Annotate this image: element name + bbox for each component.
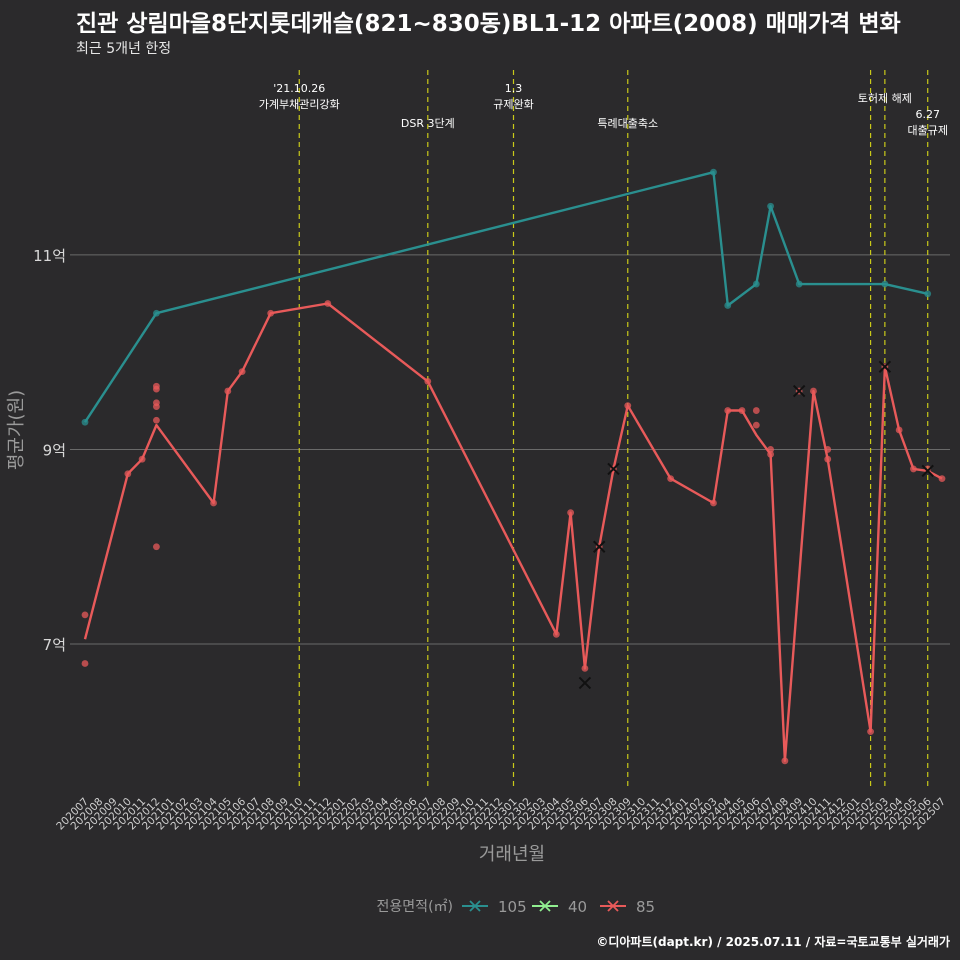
data-point-105: [153, 309, 160, 317]
data-point-85: [581, 664, 589, 672]
legend-title: 전용면적(㎡): [377, 899, 453, 915]
event-label: 특례대출축소: [597, 117, 658, 130]
chart-title: 진관 상림마을8단지롯데캐슬(821~830동)BL1-12 아파트(2008)…: [76, 11, 901, 37]
data-point-85: [552, 630, 560, 638]
data-point-85: [624, 402, 632, 410]
data-point-85: [867, 728, 874, 736]
event-label: 가계부채관리강화: [259, 98, 340, 111]
event-label: '21.10.26: [273, 82, 325, 95]
legend: 전용면적(㎡) 105 40 85: [377, 898, 656, 916]
event-label: 1.3: [505, 82, 523, 95]
cross-marker-85: [878, 360, 892, 373]
cross-marker-85: [578, 676, 592, 690]
data-point-85: [752, 421, 760, 429]
data-point-105: [710, 168, 717, 176]
legend-swatch-cross: [469, 900, 481, 912]
x-axis-label: 거래년월: [479, 844, 545, 865]
x-axis: 2020072020082020092020102020112020122021…: [54, 795, 948, 832]
data-point-85: [724, 407, 732, 414]
data-point-85: [810, 387, 817, 395]
data-point-85: [138, 455, 146, 463]
cross-marker-85: [592, 540, 606, 553]
data-point-85: [938, 475, 946, 483]
event-label: 규제완화: [493, 98, 533, 111]
event-label: 대출규제: [907, 124, 947, 137]
source-caption: ©디아파트(dapt.kr) / 2025.07.11 / 자료=국토교통부 실…: [596, 935, 950, 949]
chart-subtitle: 최근 5개년 한정: [76, 41, 172, 57]
y-tick-label: 11억: [33, 247, 66, 265]
data-point-105: [881, 280, 889, 288]
data-point-85: [153, 385, 160, 393]
cross-marker-85: [607, 462, 620, 476]
event-label: DSR 3단계: [401, 117, 455, 130]
data-point-85: [238, 368, 246, 376]
data-point-105: [924, 290, 932, 298]
cross-marker-85: [921, 464, 934, 478]
legend-entry-label: 85: [636, 898, 655, 916]
data-point-85: [895, 426, 903, 434]
event-label: 토허제 해제: [858, 91, 912, 105]
data-point-85: [81, 611, 89, 619]
legend-entry-label: 40: [568, 898, 587, 916]
data-point-105: [795, 280, 803, 288]
data-point-85: [324, 300, 332, 307]
data-point-85: [924, 465, 932, 473]
data-point-85: [267, 309, 275, 317]
event-label: 6.27: [915, 108, 940, 121]
data-point-85: [81, 660, 89, 667]
data-point-85: [210, 499, 217, 507]
data-point-85: [781, 757, 789, 765]
data-point-85: [767, 450, 774, 458]
data-point-105: [81, 418, 89, 426]
data-point-85: [910, 465, 917, 473]
grid-lines: [70, 254, 950, 645]
y-tick-label: 7억: [43, 636, 66, 654]
data-point-85: [752, 407, 760, 414]
data-point-85: [224, 387, 232, 395]
data-points: [81, 168, 946, 765]
y-tick-label: 9억: [43, 441, 66, 459]
y-axis: 7억 9억 11억: [33, 247, 66, 654]
data-point-85: [824, 446, 832, 453]
data-point-85: [767, 446, 774, 453]
y-axis-label: 평균가(원): [6, 390, 27, 470]
data-point-85: [567, 509, 575, 517]
series-line-105: [83, 171, 928, 423]
data-point-85: [738, 407, 746, 414]
data-point-85: [824, 455, 832, 463]
data-point-85: [153, 543, 160, 551]
data-point-85: [667, 475, 675, 483]
data-point-105: [724, 302, 732, 309]
cross-marker-85: [792, 384, 806, 398]
legend-swatch-cross: [539, 900, 551, 912]
data-point-85: [124, 470, 132, 478]
legend-entry-label: 105: [498, 898, 527, 916]
data-point-85: [710, 499, 717, 507]
data-point-85: [153, 416, 160, 424]
data-point-85: [424, 377, 432, 385]
data-point-85: [153, 403, 160, 411]
legend-swatch-cross: [607, 900, 619, 912]
data-point-105: [752, 280, 760, 288]
data-point-105: [767, 202, 774, 210]
